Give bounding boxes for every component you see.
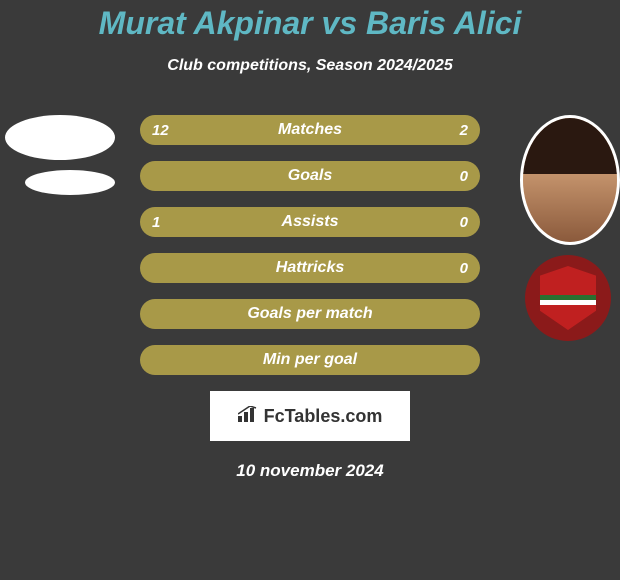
- player-right-section: [520, 115, 620, 341]
- date-text: 10 november 2024: [0, 461, 620, 481]
- stat-row-min-per-goal: Min per goal: [140, 345, 480, 375]
- fctables-label: FcTables.com: [264, 406, 383, 427]
- stat-label: Goals per match: [247, 305, 372, 323]
- team-shield-icon: [540, 266, 596, 330]
- stat-left-value: 12: [152, 122, 169, 139]
- stat-label: Goals: [288, 167, 332, 185]
- chart-icon: [238, 406, 258, 427]
- stat-label: Min per goal: [263, 351, 357, 369]
- stat-right-value: 2: [460, 122, 468, 139]
- stat-label: Matches: [278, 121, 342, 139]
- stat-row-goals: Goals 0: [140, 161, 480, 191]
- player-hair-graphic: [523, 118, 617, 174]
- page-title: Murat Akpinar vs Baris Alici: [0, 5, 620, 42]
- stats-container: 12 Matches 2 Goals 0 1 Assists 0 Hattric…: [140, 115, 480, 375]
- stat-label: Hattricks: [276, 259, 344, 277]
- stat-row-assists: 1 Assists 0: [140, 207, 480, 237]
- stat-label: Assists: [282, 213, 339, 231]
- player-right-avatar: [520, 115, 620, 245]
- stat-left-value: 1: [152, 214, 160, 231]
- team-right-badge: [525, 255, 611, 341]
- stat-row-hattricks: Hattricks 0: [140, 253, 480, 283]
- player-left-section: [5, 115, 115, 195]
- comparison-infographic: Murat Akpinar vs Baris Alici Club compet…: [0, 0, 620, 580]
- stat-row-goals-per-match: Goals per match: [140, 299, 480, 329]
- player-left-avatar: [5, 115, 115, 160]
- stat-row-matches: 12 Matches 2: [140, 115, 480, 145]
- stat-right-value: 0: [460, 214, 468, 231]
- fctables-attribution: FcTables.com: [210, 391, 410, 441]
- team-left-badge: [25, 170, 115, 195]
- stat-right-value: 0: [460, 168, 468, 185]
- stat-right-value: 0: [460, 260, 468, 277]
- subtitle: Club competitions, Season 2024/2025: [0, 57, 620, 75]
- team-stripe-graphic: [540, 295, 596, 305]
